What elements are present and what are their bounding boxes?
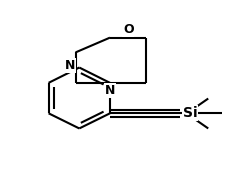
Text: Si: Si [183,106,197,120]
Text: O: O [123,23,134,36]
Text: N: N [105,84,115,97]
Text: N: N [65,59,75,72]
